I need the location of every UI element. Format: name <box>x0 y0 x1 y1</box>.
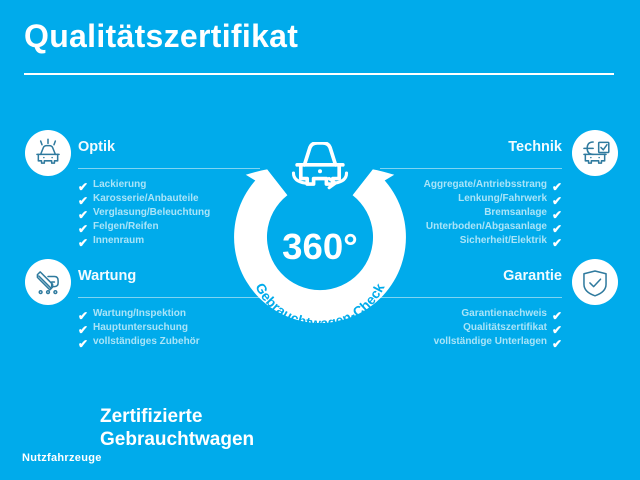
svg-text:360°: 360° <box>282 226 358 267</box>
